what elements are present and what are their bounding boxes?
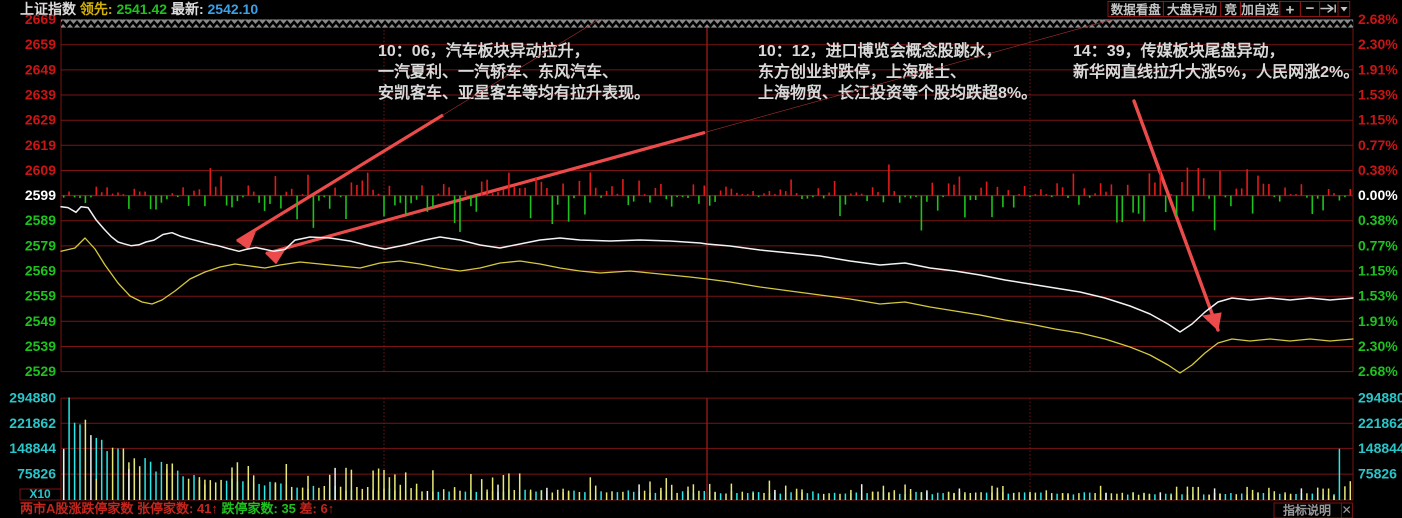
svg-text:2629: 2629 <box>25 112 56 128</box>
svg-text:1.53%: 1.53% <box>1358 86 1398 102</box>
svg-text:14：39，传媒板块尾盘异动，: 14：39，传媒板块尾盘异动， <box>1073 41 1285 60</box>
svg-text:75826: 75826 <box>17 466 56 482</box>
svg-text:221862: 221862 <box>1358 415 1402 431</box>
svg-text:2.68%: 2.68% <box>1358 11 1398 27</box>
svg-text:2579: 2579 <box>25 237 56 253</box>
svg-text:指标说明: 指标说明 <box>1283 503 1331 518</box>
svg-text:2599: 2599 <box>25 187 56 203</box>
svg-text:0.38%: 0.38% <box>1358 212 1398 228</box>
svg-text:0.38%: 0.38% <box>1358 162 1398 178</box>
svg-text:2609: 2609 <box>25 162 56 178</box>
svg-text:2639: 2639 <box>25 86 56 102</box>
svg-text:0.77%: 0.77% <box>1358 137 1398 153</box>
svg-text:1.15%: 1.15% <box>1358 112 1398 128</box>
svg-text:148844: 148844 <box>1358 440 1402 456</box>
svg-text:2539: 2539 <box>25 338 56 354</box>
svg-text:2659: 2659 <box>25 36 56 52</box>
svg-text:10：06，汽车板块异动拉升，: 10：06，汽车板块异动拉升， <box>378 41 590 60</box>
svg-text:1.15%: 1.15% <box>1358 263 1398 279</box>
svg-text:2619: 2619 <box>25 137 56 153</box>
svg-text:294880: 294880 <box>9 390 56 406</box>
svg-text:294880: 294880 <box>1358 390 1402 406</box>
svg-text:0.77%: 0.77% <box>1358 237 1398 253</box>
svg-text:1.91%: 1.91% <box>1358 313 1398 329</box>
svg-text:两市A股涨跌停家数 张停家数: 41↑ 跌停家数: 35: 两市A股涨跌停家数 张停家数: 41↑ 跌停家数: 35 差: 6↑ <box>20 501 334 516</box>
svg-text:竞: 竞 <box>1224 2 1237 17</box>
svg-text:2559: 2559 <box>25 288 56 304</box>
svg-text:2.68%: 2.68% <box>1358 363 1398 379</box>
svg-text:10：12，进口博览会概念股跳水，: 10：12，进口博览会概念股跳水， <box>758 41 1002 60</box>
svg-text:2.30%: 2.30% <box>1358 338 1398 354</box>
svg-text:一汽夏利、一汽轿车、东风汽车、: 一汽夏利、一汽轿车、东风汽车、 <box>378 62 618 81</box>
svg-text:安凯客车、亚星客车等均有拉升表现。: 安凯客车、亚星客车等均有拉升表现。 <box>378 83 650 102</box>
svg-text:数据看盘: 数据看盘 <box>1110 2 1162 17</box>
svg-text:75826: 75826 <box>1358 466 1397 482</box>
svg-text:0.00%: 0.00% <box>1358 187 1398 203</box>
svg-text:1.53%: 1.53% <box>1358 288 1398 304</box>
svg-text:上证指数 领先: 2541.42 最新: 2542.10: 上证指数 领先: 2541.42 最新: 2542.10 <box>20 1 258 17</box>
svg-text:上海物贸、长江投资等个股均跌超8%。: 上海物贸、长江投资等个股均跌超8%。 <box>758 83 1037 102</box>
svg-text:加自选: 加自选 <box>1240 2 1279 17</box>
svg-text:新华网直线拉升大涨5%，人民网涨2%。: 新华网直线拉升大涨5%，人民网涨2%。 <box>1073 62 1359 81</box>
svg-text:2549: 2549 <box>25 313 56 329</box>
svg-text:+: + <box>1286 2 1295 19</box>
svg-text:✕: ✕ <box>1342 503 1352 517</box>
svg-text:2569: 2569 <box>25 263 56 279</box>
svg-text:1.91%: 1.91% <box>1358 61 1398 77</box>
svg-text:−: − <box>1306 0 1315 17</box>
svg-text:X10: X10 <box>29 487 51 501</box>
svg-text:221862: 221862 <box>9 415 56 431</box>
svg-text:东方创业封跌停，上海雅士、: 东方创业封跌停，上海雅士、 <box>758 62 966 81</box>
svg-text:2589: 2589 <box>25 212 56 228</box>
svg-text:2649: 2649 <box>25 61 56 77</box>
svg-text:2.30%: 2.30% <box>1358 36 1398 52</box>
svg-text:大盘异动: 大盘异动 <box>1167 2 1218 17</box>
svg-text:148844: 148844 <box>9 440 56 456</box>
svg-text:2529: 2529 <box>25 363 56 379</box>
